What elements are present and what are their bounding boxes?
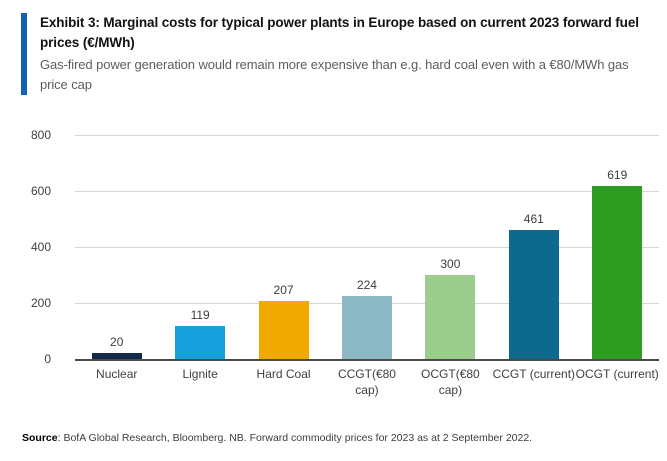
bar-slot: 119 xyxy=(158,135,241,359)
bar xyxy=(175,325,226,359)
exhibit-header: Exhibit 3: Marginal costs for typical po… xyxy=(21,13,657,95)
y-tick-label: 600 xyxy=(30,184,51,198)
bar xyxy=(508,229,559,359)
y-tick-label: 0 xyxy=(44,352,51,366)
bar xyxy=(91,353,142,359)
bar-value-label: 20 xyxy=(110,335,124,350)
bar-value-label: 119 xyxy=(190,307,210,322)
bar-value-label: 300 xyxy=(440,257,461,271)
bar xyxy=(592,185,643,359)
bar-value-label: 224 xyxy=(356,278,377,293)
gridline xyxy=(75,247,659,248)
exhibit-title: Exhibit 3: Marginal costs for typical po… xyxy=(40,15,639,50)
accent-bar xyxy=(21,13,27,95)
gridline xyxy=(75,135,659,136)
bar-chart: 0 200 400 600 800 20 119 207 224 300 461 619 xyxy=(20,129,659,365)
source-note: Source: BofA Global Research, Bloomberg.… xyxy=(22,432,532,445)
x-tick-label: Nuclear xyxy=(96,367,138,381)
exhibit-page: Exhibit 3: Marginal costs for typical po… xyxy=(0,13,667,461)
bar-slot: 300 xyxy=(409,135,492,359)
bar-value-label: 619 xyxy=(607,167,628,182)
source-text: : BofA Global Research, Bloomberg. NB. F… xyxy=(57,431,533,444)
y-axis: 0 200 400 600 800 xyxy=(20,129,75,365)
gridline xyxy=(75,191,659,192)
bars-row: 20 119 207 224 300 461 619 xyxy=(75,135,659,359)
y-tick-label: 800 xyxy=(30,128,51,142)
bar-slot: 224 xyxy=(325,135,408,359)
bar-slot: 207 xyxy=(242,135,325,359)
bar xyxy=(425,275,476,359)
bar-value-label: 461 xyxy=(523,211,544,226)
header-text: Exhibit 3: Marginal costs for typical po… xyxy=(40,13,657,95)
x-tick-label: OCGT(€80 cap) xyxy=(421,367,480,397)
bar-value-label: 207 xyxy=(273,283,294,298)
x-axis: Nuclear Lignite Hard Coal CCGT(€80 cap) OCGT… xyxy=(20,359,659,398)
x-tick-label: Hard Coal xyxy=(256,367,311,381)
exhibit-subtitle: Gas-fired power generation would remain … xyxy=(40,57,629,92)
y-tick-label: 400 xyxy=(30,240,51,254)
source-label: Source xyxy=(22,431,58,444)
x-tick-label: CCGT (current) xyxy=(492,367,576,381)
bar xyxy=(258,301,309,359)
y-tick-label: 200 xyxy=(30,296,51,310)
x-tick-row: Nuclear Lignite Hard Coal CCGT(€80 cap) OCGT… xyxy=(75,359,659,398)
bar xyxy=(341,296,392,359)
plot-area: 20 119 207 224 300 461 619 xyxy=(75,135,659,361)
x-tick-label: OCGT (current) xyxy=(575,367,659,381)
bar-slot: 20 xyxy=(75,135,158,359)
x-tick-label: CCGT(€80 cap) xyxy=(337,367,396,397)
bar-slot: 619 xyxy=(576,135,659,359)
bar-slot: 461 xyxy=(492,135,575,359)
x-tick-label: Lignite xyxy=(182,367,218,381)
